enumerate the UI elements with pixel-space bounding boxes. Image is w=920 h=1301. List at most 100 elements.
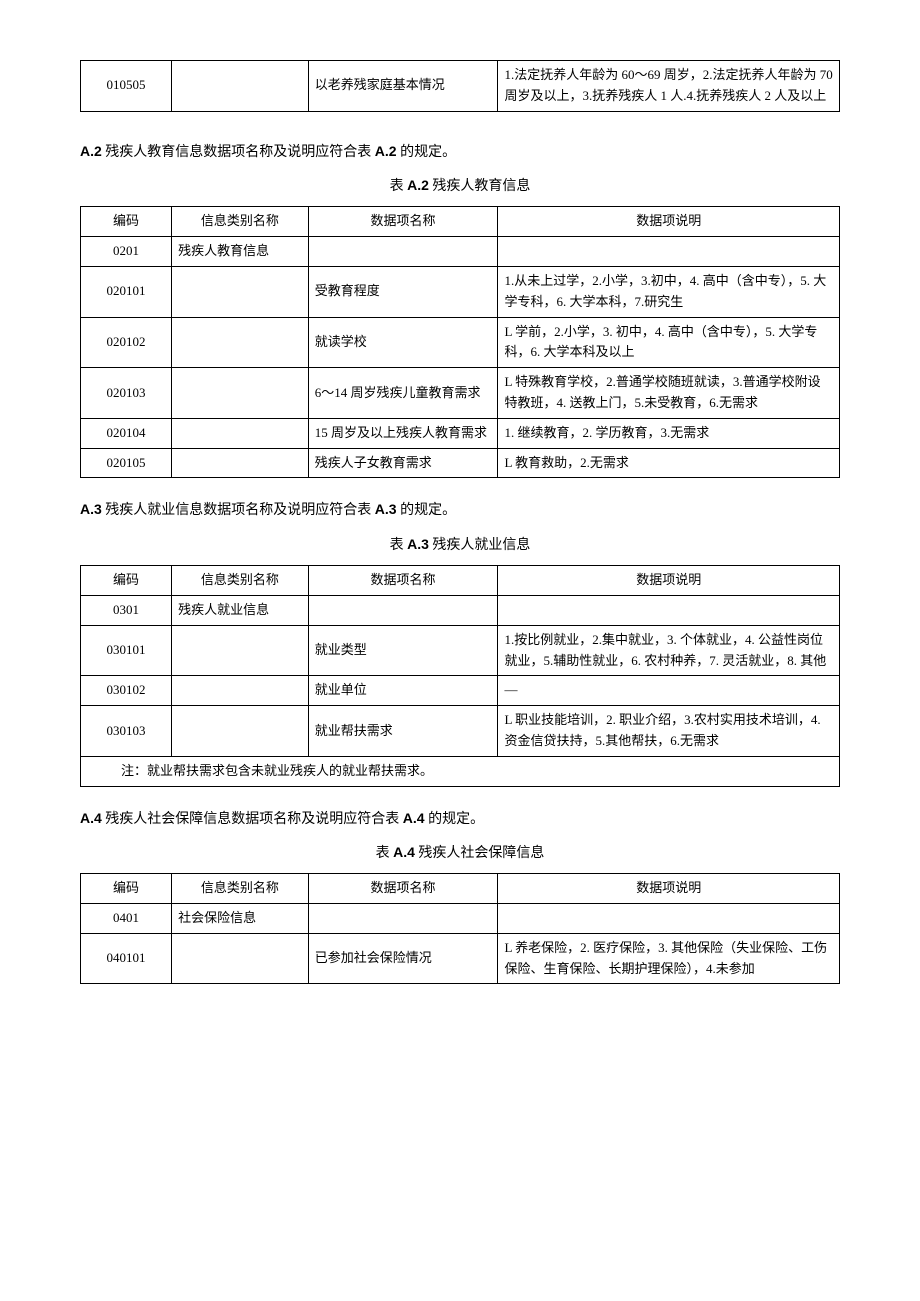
th-code: 编码 [81,207,172,237]
cell-code: 030101 [81,625,172,676]
table-header-row: 编码 信息类别名称 数据项名称 数据项说明 [81,207,840,237]
cell-code: 040101 [81,933,172,984]
th-cat: 信息类别名称 [172,874,309,904]
section-intro-a4: A.4 残疾人社会保障信息数据项名称及说明应符合表 A.4 的规定。 [80,807,840,831]
table-row: 020103 6～14 周岁残疾儿童教育需求 L 特殊教育学校，2.普通学校随班… [81,368,840,419]
cell-code: 0201 [81,237,172,267]
table-row: 0401 社会保险信息 [81,904,840,934]
table-row: 030103 就业帮扶需求 L 职业技能培训，2. 职业介绍，3.农村实用技术培… [81,706,840,757]
label-a2: A.2 [80,143,102,159]
intro-text: 残疾人就业信息数据项名称及说明应符合表 [102,503,375,518]
table-title-a4: 表 A.4 残疾人社会保障信息 [80,841,840,865]
title-bold: A.3 [407,536,429,552]
cell-name: 就业单位 [308,676,498,706]
table-title-a2: 表 A.2 残疾人教育信息 [80,174,840,198]
cell-cat [172,706,309,757]
cell-cat [172,368,309,419]
table-row: 0301 残疾人就业信息 [81,595,840,625]
table-fragment: 010505 以老养残家庭基本情况 1.法定抚养人年龄为 60～69 周岁，2.… [80,60,840,112]
cell-code: 0401 [81,904,172,934]
table-row: 020102 就读学校 L 学前，2.小学，3. 初中，4. 高中（含中专），5… [81,317,840,368]
title-prefix: 表 [390,538,408,553]
table-note: 注：就业帮扶需求包含未就业残疾人的就业帮扶需求。 [81,756,840,786]
cell-name: 就读学校 [308,317,498,368]
title-bold: A.2 [407,177,429,193]
cell-name: 6～14 周岁残疾儿童教育需求 [308,368,498,419]
cell-code: 020103 [81,368,172,419]
cell-desc: L 教育救助，2.无需求 [498,448,840,478]
cell-name: 以老养残家庭基本情况 [308,61,498,112]
cell-desc: 1. 继续教育，2. 学历教育，3.无需求 [498,418,840,448]
cell-name: 受教育程度 [308,266,498,317]
cell-code: 030103 [81,706,172,757]
cell-desc: L 特殊教育学校，2.普通学校随班就读，3.普通学校附设特教班，4. 送教上门，… [498,368,840,419]
cell-name: 已参加社会保险情况 [308,933,498,984]
cell-cat [172,317,309,368]
intro-tail: 的规定。 [425,812,485,827]
th-desc: 数据项说明 [498,207,840,237]
cell-desc [498,595,840,625]
title-rest: 残疾人教育信息 [429,179,531,194]
cell-cat [172,61,309,112]
cell-cat [172,448,309,478]
cell-code: 020105 [81,448,172,478]
cell-desc: 1.按比例就业，2.集中就业，3. 个体就业，4. 公益性岗位就业，5.辅助性就… [498,625,840,676]
title-rest: 残疾人社会保障信息 [415,846,545,861]
cell-cat [172,676,309,706]
th-name: 数据项名称 [308,207,498,237]
table-note-row: 注：就业帮扶需求包含未就业残疾人的就业帮扶需求。 [81,756,840,786]
table-row: 020101 受教育程度 1.从未上过学，2.小学，3.初中，4. 高中（含中专… [81,266,840,317]
cell-cat [172,625,309,676]
cell-desc [498,237,840,267]
table-row: 010505 以老养残家庭基本情况 1.法定抚养人年龄为 60～69 周岁，2.… [81,61,840,112]
section-intro-a2: A.2 残疾人教育信息数据项名称及说明应符合表 A.2 的规定。 [80,140,840,164]
cell-desc: L 学前，2.小学，3. 初中，4. 高中（含中专），5. 大学专科，6. 大学… [498,317,840,368]
title-bold: A.4 [393,844,415,860]
table-a4: 编码 信息类别名称 数据项名称 数据项说明 0401 社会保险信息 040101… [80,873,840,984]
cell-cat: 残疾人教育信息 [172,237,309,267]
table-row: 040101 已参加社会保险情况 L 养老保险，2. 医疗保险，3. 其他保险（… [81,933,840,984]
cell-name [308,595,498,625]
cell-code: 030102 [81,676,172,706]
cell-cat: 社会保险信息 [172,904,309,934]
title-prefix: 表 [376,846,394,861]
table-row: 020105 残疾人子女教育需求 L 教育救助，2.无需求 [81,448,840,478]
cell-name [308,904,498,934]
cell-cat: 残疾人就业信息 [172,595,309,625]
cell-desc: 1.从未上过学，2.小学，3.初中，4. 高中（含中专），5. 大学专科，6. … [498,266,840,317]
label-a3: A.3 [80,501,102,517]
label-a2-ref: A.2 [375,143,397,159]
cell-desc: L 职业技能培训，2. 职业介绍，3.农村实用技术培训，4.资金信贷扶持，5.其… [498,706,840,757]
title-prefix: 表 [390,179,408,194]
th-code: 编码 [81,874,172,904]
th-code: 编码 [81,566,172,596]
label-a3-ref: A.3 [375,501,397,517]
cell-desc: — [498,676,840,706]
th-name: 数据项名称 [308,874,498,904]
cell-desc: L 养老保险，2. 医疗保险，3. 其他保险（失业保险、工伤保险、生育保险、长期… [498,933,840,984]
section-intro-a3: A.3 残疾人就业信息数据项名称及说明应符合表 A.3 的规定。 [80,498,840,522]
cell-name: 15 周岁及以上残疾人教育需求 [308,418,498,448]
th-desc: 数据项说明 [498,566,840,596]
table-row: 030101 就业类型 1.按比例就业，2.集中就业，3. 个体就业，4. 公益… [81,625,840,676]
table-row: 0201 残疾人教育信息 [81,237,840,267]
label-a4: A.4 [80,810,102,826]
th-name: 数据项名称 [308,566,498,596]
cell-desc: 1.法定抚养人年龄为 60～69 周岁，2.法定抚养人年龄为 70 周岁及以上，… [498,61,840,112]
cell-code: 020102 [81,317,172,368]
cell-desc [498,904,840,934]
table-a3: 编码 信息类别名称 数据项名称 数据项说明 0301 残疾人就业信息 03010… [80,565,840,786]
table-a2: 编码 信息类别名称 数据项名称 数据项说明 0201 残疾人教育信息 02010… [80,206,840,478]
table-row: 030102 就业单位 — [81,676,840,706]
table-row: 020104 15 周岁及以上残疾人教育需求 1. 继续教育，2. 学历教育，3… [81,418,840,448]
cell-code: 020104 [81,418,172,448]
intro-tail: 的规定。 [397,145,457,160]
th-cat: 信息类别名称 [172,207,309,237]
cell-code: 010505 [81,61,172,112]
intro-text: 残疾人社会保障信息数据项名称及说明应符合表 [102,812,403,827]
cell-code: 020101 [81,266,172,317]
intro-text: 残疾人教育信息数据项名称及说明应符合表 [102,145,375,160]
table-header-row: 编码 信息类别名称 数据项名称 数据项说明 [81,566,840,596]
th-desc: 数据项说明 [498,874,840,904]
cell-cat [172,418,309,448]
